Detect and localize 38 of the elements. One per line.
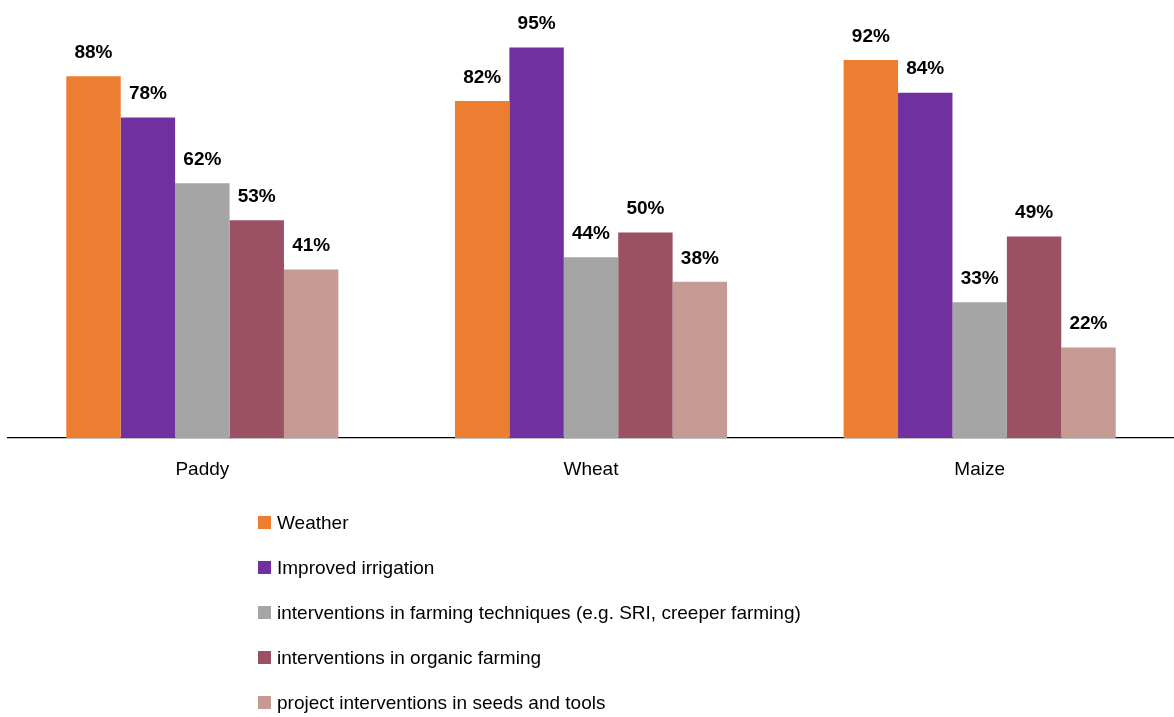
bar <box>283 269 339 438</box>
data-label: 62% <box>183 147 222 169</box>
bar <box>120 117 176 438</box>
data-label: 38% <box>680 246 719 268</box>
data-label: 92% <box>851 24 890 46</box>
data-label: 78% <box>128 82 168 104</box>
bar <box>1006 236 1062 438</box>
bar <box>898 92 953 438</box>
data-label: 88% <box>74 41 113 63</box>
data-label: 33% <box>960 267 999 289</box>
legend-label: project interventions in seeds and tools <box>277 691 606 714</box>
bar <box>563 257 619 438</box>
data-label: 50% <box>626 197 665 219</box>
data-label: 41% <box>292 234 331 256</box>
legend-label: interventions in organic farming <box>277 646 542 669</box>
bar <box>229 220 284 438</box>
x-tick-label: Wheat <box>563 457 620 479</box>
bar <box>952 302 1007 438</box>
bar <box>175 183 230 438</box>
data-label: 82% <box>463 65 502 87</box>
bar <box>454 100 510 438</box>
x-tick-label: Paddy <box>175 457 230 479</box>
bar <box>843 59 899 438</box>
bar <box>672 281 728 438</box>
legend-label: Weather <box>277 511 349 534</box>
x-tick-label: Maize <box>954 457 1006 479</box>
bar <box>66 76 121 438</box>
data-label: 53% <box>237 184 276 206</box>
bar <box>618 232 673 438</box>
bar <box>509 47 564 438</box>
data-label: 44% <box>571 221 611 243</box>
data-label: 95% <box>517 12 556 34</box>
data-label: 49% <box>1015 201 1054 223</box>
legend-label: Improved irrigation <box>277 556 435 579</box>
bar <box>1061 347 1116 438</box>
data-label: 84% <box>906 57 945 79</box>
data-label: 22% <box>1069 312 1108 334</box>
legend-label: interventions in farming techniques (e.g. SRI, creeper farming) <box>277 601 801 624</box>
